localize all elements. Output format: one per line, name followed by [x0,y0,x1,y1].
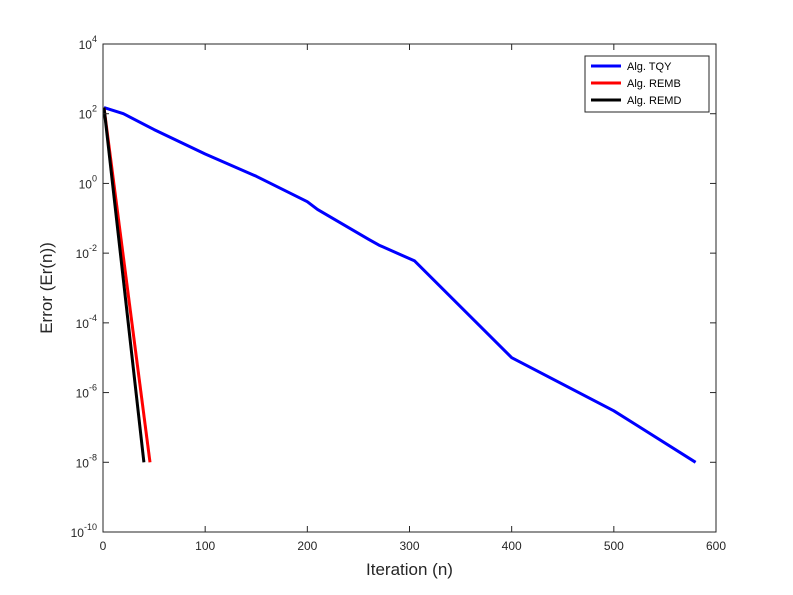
x-tick-label: 0 [100,539,107,553]
series-line-3 [102,107,146,463]
legend-label-2: Alg. REMB [627,78,681,90]
y-tick-label: 104 [79,34,97,52]
x-tick-label: 500 [604,539,624,553]
y-tick-label: 10-8 [76,452,97,470]
series-line-1 [103,106,697,464]
y-tick-label: 102 [79,104,97,122]
x-tick-label: 100 [195,539,215,553]
legend: Alg. TQY Alg. REMB Alg. REMD [584,55,710,113]
series-layer [102,106,697,464]
x-tick-label: 300 [399,539,419,553]
x-tick-label: 600 [706,539,726,553]
ticks-layer: 0 100 200 300 400 500 600 10-10 10-8 10-6 10-4 10-2… [71,34,727,553]
plot-area [103,44,716,532]
legend-label-3: Alg. REMD [627,95,681,107]
x-axis-title: Iteration (n) [366,560,453,579]
legend-label-1: Alg. TQY [627,61,672,73]
y-tick-label: 10-6 [76,383,97,401]
y-tick-label: 10-2 [76,243,97,261]
y-tick-label: 10-4 [76,313,97,331]
y-axis-title: Error (Er(n)) [37,242,56,334]
y-tick-label: 10-10 [71,522,97,540]
y-tick-label: 100 [79,173,97,191]
x-tick-label: 400 [502,539,522,553]
x-tick-label: 200 [297,539,317,553]
